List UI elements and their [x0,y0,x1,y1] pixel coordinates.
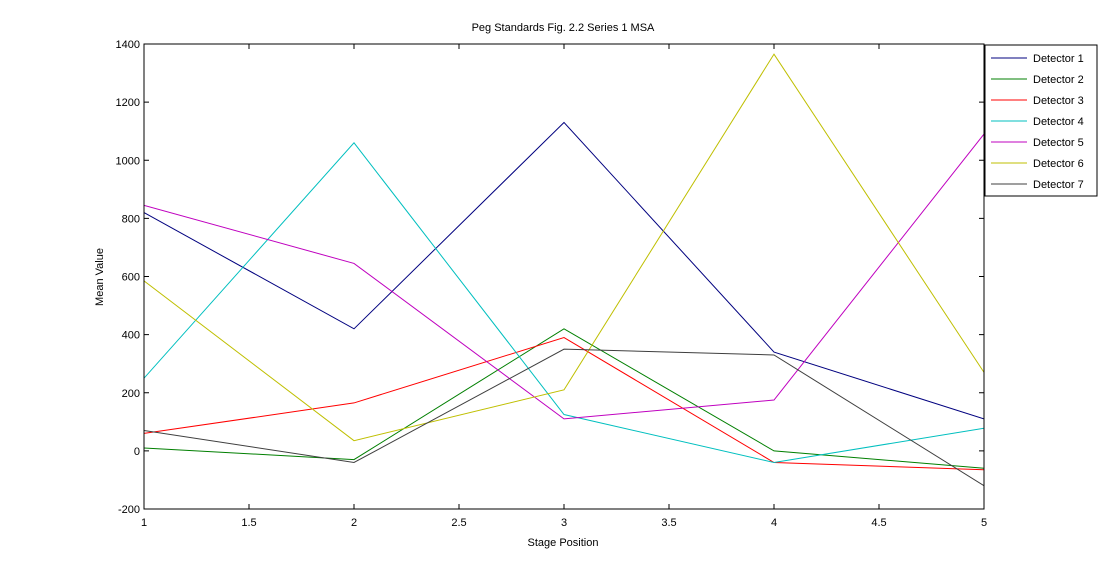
x-tick-label: 1 [141,517,147,529]
y-tick-label: 600 [122,272,140,284]
y-axis-label: Mean Value [94,248,106,306]
series-line-1 [144,121,984,420]
legend-entry-label: Detector 3 [1033,95,1084,107]
legend-entry-label: Detector 5 [1033,137,1084,149]
legend-entry-label: Detector 4 [1033,116,1084,128]
series-line-7 [144,348,984,487]
x-tick-label: 5 [981,517,987,529]
y-axis: -200 0 200 400 600 800 1000 1200 1400 [116,39,984,516]
y-tick-label: -200 [118,504,140,516]
chart-title: Peg Standards Fig. 2.2 Series 1 MSA [472,22,655,34]
axes-frame [143,43,985,510]
y-tick-label: 1200 [116,97,140,109]
x-tick-label: 3 [561,517,567,529]
legend-entry-label: Detector 1 [1033,53,1084,65]
legend: Detector 1 Detector 2 Detector 3 Detector 4… [984,44,1098,197]
x-tick-label: 1.5 [241,517,256,529]
x-tick-label: 4.5 [871,517,886,529]
series-line-3 [144,336,984,471]
y-tick-label: 0 [134,446,140,458]
series-line-5 [144,133,984,420]
x-tick-label: 2 [351,517,357,529]
x-tick-label: 3.5 [661,517,676,529]
series-line-4 [144,142,984,464]
series-layer [144,53,984,487]
series-line-2 [144,328,984,469]
x-axis: 1 1.5 2 2.5 3 3.5 4 4.5 5 [141,44,987,529]
series-line-6 [144,53,984,442]
legend-entry-label: Detector 7 [1033,179,1084,191]
y-tick-label: 200 [122,388,140,400]
x-axis-label: Stage Position [528,537,599,549]
x-tick-label: 2.5 [451,517,466,529]
y-tick-label: 1400 [116,39,140,51]
legend-entry-label: Detector 6 [1033,158,1084,170]
y-tick-label: 1000 [116,155,140,167]
y-tick-label: 400 [122,330,140,342]
x-tick-label: 4 [771,517,777,529]
y-tick-label: 800 [122,213,140,225]
legend-entry-label: Detector 2 [1033,74,1084,86]
